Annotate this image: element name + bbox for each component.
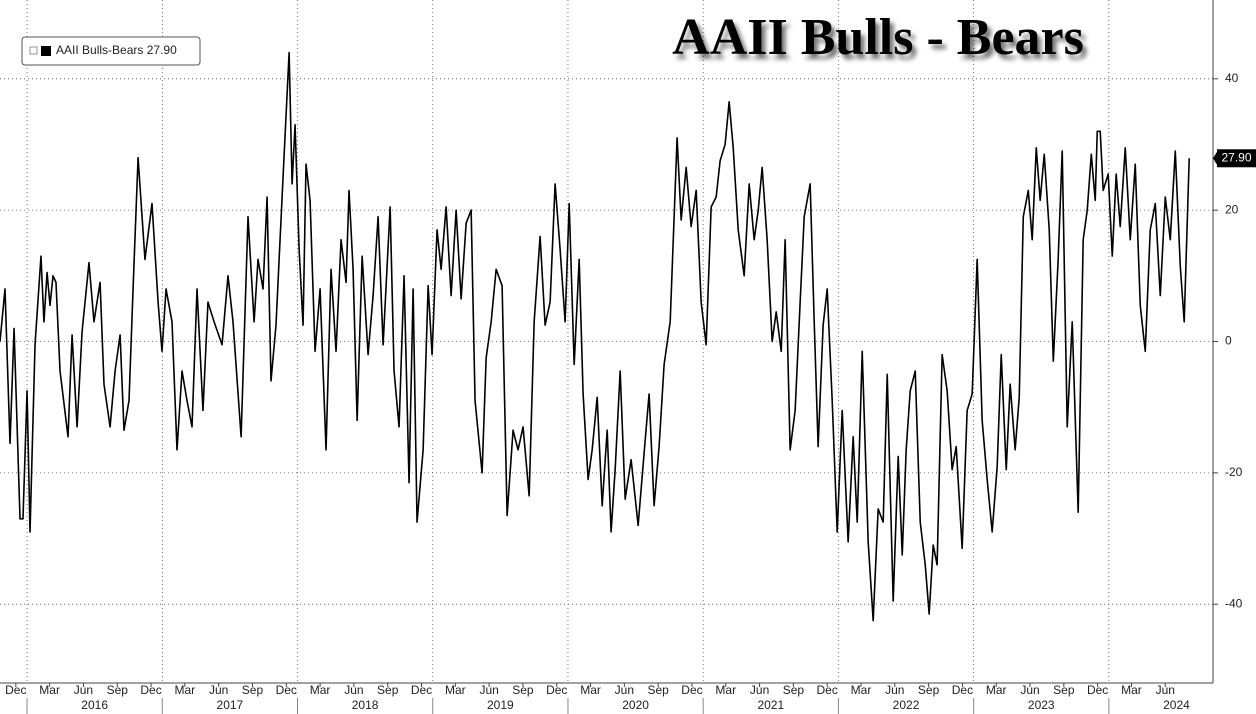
last-value-label: 27.90 <box>1221 150 1251 164</box>
last-value-tag: 27.90 <box>1213 149 1256 168</box>
x-tick-label: Mar <box>1121 683 1142 697</box>
y-tick-label: -40 <box>1225 596 1243 610</box>
legend-expander <box>29 46 38 55</box>
y-tick-label: 0 <box>1225 334 1232 348</box>
x-tick-label: Sep <box>242 683 264 697</box>
x-tick-label: Dec <box>5 683 26 697</box>
year-label: 2023 <box>1028 698 1055 712</box>
x-tick-label: Mar <box>580 683 601 697</box>
x-tick-label: Jun <box>344 683 363 697</box>
x-tick-label: Mar <box>986 683 1007 697</box>
year-label: 2022 <box>893 698 920 712</box>
chart-title: AAII Bulls - Bears <box>672 9 1084 66</box>
x-tick-label: Jun <box>885 683 904 697</box>
x-tick-label: Jun <box>1020 683 1039 697</box>
x-tick-label: Dec <box>817 683 838 697</box>
legend-box <box>21 36 201 66</box>
x-tick-label: Dec <box>1087 683 1108 697</box>
legend-series-name: AAII Bulls-Bears <box>56 43 143 57</box>
x-tick-label: Sep <box>377 683 399 697</box>
x-tick-label: Dec <box>546 683 567 697</box>
year-label: 2020 <box>622 698 649 712</box>
y-tick-label: 40 <box>1225 71 1239 85</box>
year-label: 2024 <box>1163 698 1190 712</box>
x-tick-label: Sep <box>918 683 940 697</box>
x-tick-label: Jun <box>74 683 93 697</box>
year-label: 2016 <box>81 698 108 712</box>
x-tick-label: Dec <box>411 683 432 697</box>
legend-label: AAII Bulls-Bears 27.90 <box>56 43 177 57</box>
x-tick-label: Sep <box>647 683 669 697</box>
x-tick-label: Dec <box>681 683 702 697</box>
legend: AAII Bulls-Bears 27.90 <box>21 36 201 66</box>
x-tick-label: Sep <box>783 683 805 697</box>
data-line <box>0 51 1190 622</box>
legend-last-value: 27.90 <box>147 43 177 57</box>
year-label: 2021 <box>757 698 784 712</box>
x-tick-label: Mar <box>445 683 466 697</box>
last-value-box <box>1217 149 1256 168</box>
year-label: 2018 <box>352 698 379 712</box>
x-tick-label: Dec <box>952 683 973 697</box>
line-layer <box>0 51 1190 622</box>
x-tick-label: Sep <box>512 683 534 697</box>
x-tick-label: Dec <box>276 683 297 697</box>
legend-swatch <box>41 46 51 56</box>
x-tick-label: Sep <box>107 683 129 697</box>
x-tick-label: Jun <box>1156 683 1175 697</box>
x-tick-label: Jun <box>209 683 228 697</box>
x-tick-label: Mar <box>175 683 196 697</box>
year-label: 2019 <box>487 698 514 712</box>
x-tick-label: Jun <box>750 683 769 697</box>
last-value-pointer <box>1213 150 1218 167</box>
x-tick-label: Dec <box>140 683 161 697</box>
x-tick-label: Mar <box>715 683 736 697</box>
x-tick-label: Mar <box>851 683 872 697</box>
x-tick-label: Mar <box>310 683 331 697</box>
x-tick-label: Mar <box>39 683 60 697</box>
x-tick-label: Jun <box>615 683 634 697</box>
y-tick-label: -20 <box>1225 465 1243 479</box>
year-label: 2017 <box>217 698 244 712</box>
x-tick-label: Jun <box>479 683 498 697</box>
x-tick-label: Sep <box>1053 683 1075 697</box>
y-tick-label: 20 <box>1225 202 1239 216</box>
